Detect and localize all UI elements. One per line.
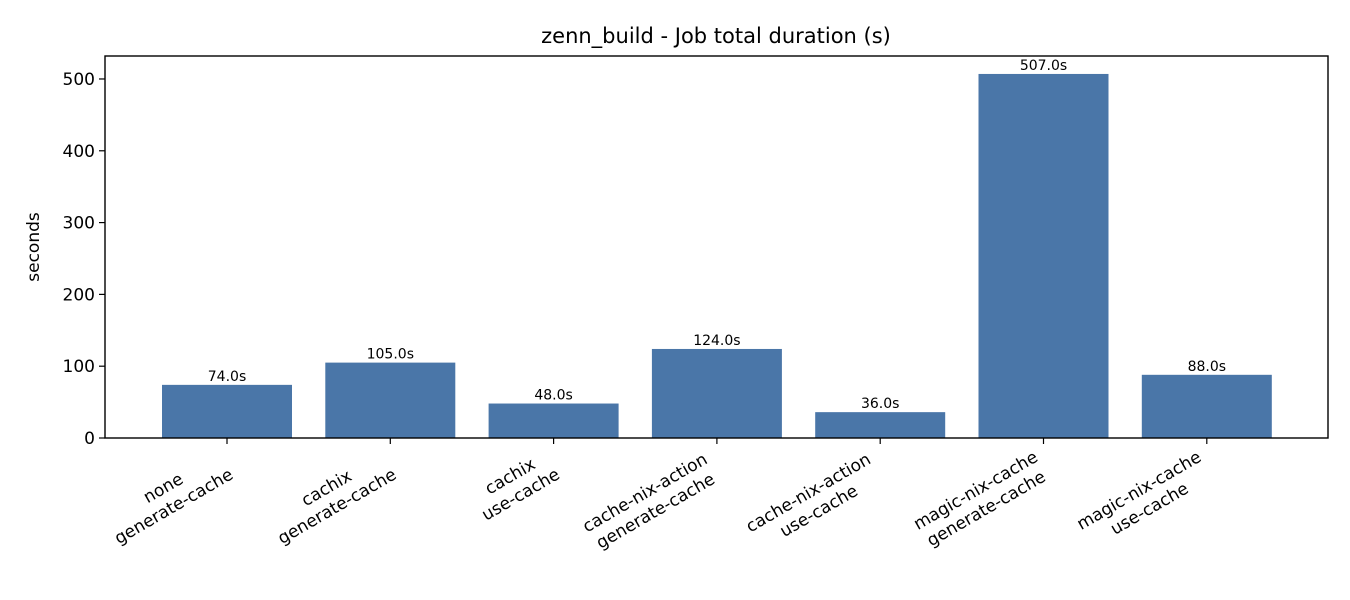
x-tick-label-group: nonegenerate-cache [101, 447, 237, 549]
x-tick-label-group: cachixuse-cache [468, 447, 563, 526]
bar-value-label: 48.0s [534, 388, 572, 404]
chart-title: zenn_build - Job total duration (s) [541, 24, 891, 49]
bar [651, 348, 782, 438]
x-tick-label-group: magic-nix-cacheuse-cache [1074, 447, 1216, 553]
x-tick-label: nonegenerate-cache [101, 447, 237, 549]
y-tick-label: 0 [84, 429, 95, 449]
x-tick-label: cache-nix-actiongenerate-cache [579, 449, 721, 555]
bar [162, 384, 292, 438]
y-tick-label: 300 [63, 214, 95, 234]
y-axis-label: seconds [24, 212, 44, 282]
plot-area: 74.0s 105.0s 48.0s 124.0s 36.0s 507.0s 88.0s 0 1… [63, 55, 1329, 555]
x-tick-label: cachixuse-cache [468, 447, 563, 526]
x-tick-label-group: cache-nix-actiongenerate-cache [579, 449, 721, 555]
x-tick-label: magic-nix-cacheuse-cache [1074, 447, 1216, 553]
x-tick-label-group: cachixgenerate-cache [264, 447, 401, 549]
bar-value-label: 88.0s [1188, 359, 1226, 375]
y-tick-label: 100 [63, 357, 95, 377]
bar [325, 362, 456, 438]
y-tick-label: 500 [63, 70, 95, 90]
bar-value-label: 124.0s [693, 333, 740, 349]
bar [488, 403, 619, 438]
x-tick-label: cachixgenerate-cache [264, 447, 400, 549]
x-tick-label: magic-nix-cachegenerate-cache [910, 447, 1052, 553]
y-tick-label: 200 [63, 285, 95, 305]
x-tick-label: cache-nix-actionuse-cache [743, 449, 885, 555]
bar [1141, 374, 1272, 438]
y-tick-label: 400 [63, 142, 95, 162]
bar-value-label: 36.0s [861, 396, 899, 412]
x-tick-label-group: magic-nix-cachegenerate-cache [910, 447, 1052, 553]
bar [978, 73, 1109, 438]
bar [815, 412, 946, 438]
x-tick-label-group: cache-nix-actionuse-cache [743, 449, 885, 555]
bar-value-label: 74.0s [208, 369, 246, 385]
bar-value-label: 105.0s [367, 347, 414, 363]
bar-value-label: 507.0s [1020, 58, 1067, 74]
